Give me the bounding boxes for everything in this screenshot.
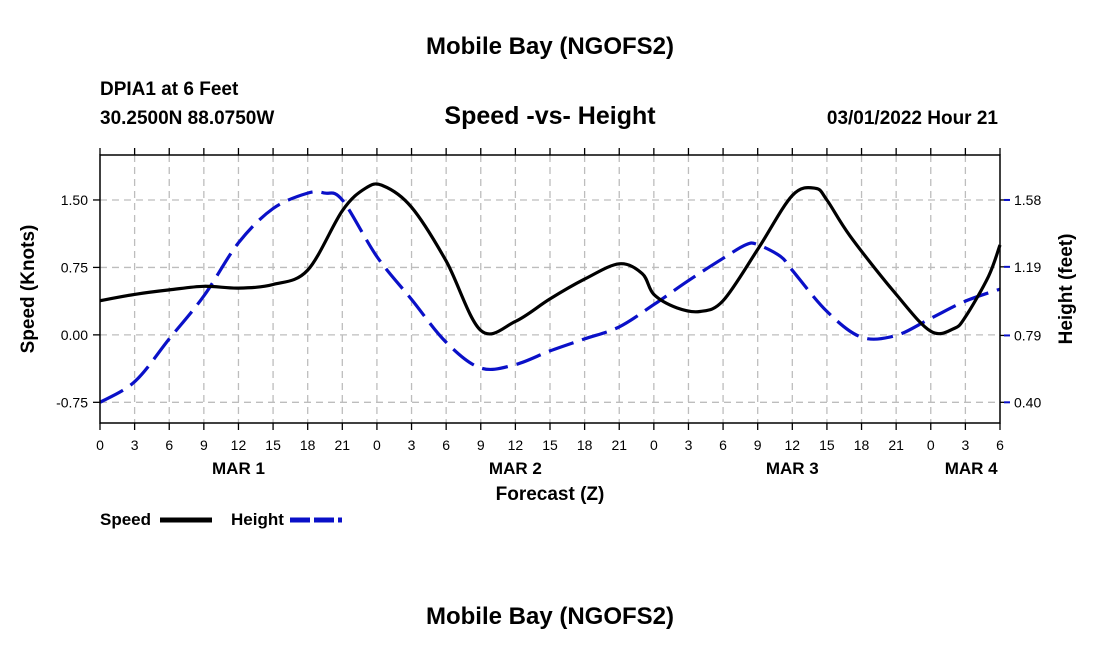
y-axis-left-label: Speed (Knots) <box>18 225 39 354</box>
series-layer <box>99 182 1002 404</box>
tick-layer: 0 3 6 9 12 15 18 21 0 3 6 9 12 15 18 21 0 3 6 9 12 15 18 21 0 3 6 M… <box>56 148 1041 478</box>
legend: Speed Height <box>100 510 342 529</box>
y-left-tick-label: -0.75 <box>56 394 88 410</box>
day-label: MAR 2 <box>489 459 542 478</box>
speed-series-line <box>99 182 1002 336</box>
x-tick-label: 21 <box>611 437 627 453</box>
chart-title: Speed -vs- Height <box>444 102 656 130</box>
x-tick-label: 3 <box>408 437 416 453</box>
x-tick-label: 18 <box>854 437 870 453</box>
y-right-tick-label: 1.58 <box>1014 192 1041 208</box>
x-tick-label: 3 <box>685 437 693 453</box>
coords-label: 30.2500N 88.0750W <box>100 108 274 129</box>
x-tick-label: 15 <box>819 437 835 453</box>
y-axis-right-label: Height (feet) <box>1056 234 1077 345</box>
station-label: DPIA1 at 6 Feet <box>100 79 239 100</box>
x-tick-label: 0 <box>650 437 658 453</box>
y-left-tick-label: 0.75 <box>61 259 88 275</box>
x-tick-label: 3 <box>961 437 969 453</box>
footer-title: Mobile Bay (NGOFS2) <box>426 603 674 630</box>
x-tick-label: 0 <box>927 437 935 453</box>
page-title: Mobile Bay (NGOFS2) <box>426 33 674 60</box>
date-hour-label: 03/01/2022 Hour 21 <box>827 108 999 129</box>
x-tick-label: 0 <box>373 437 381 453</box>
day-label: MAR 1 <box>212 459 265 478</box>
y-right-tick-label: 1.19 <box>1014 259 1041 275</box>
x-tick-label: 9 <box>200 437 208 453</box>
x-tick-label: 6 <box>165 437 173 453</box>
y-right-tick-label: 0.40 <box>1014 394 1041 410</box>
x-tick-label: 18 <box>577 437 593 453</box>
x-tick-label: 12 <box>508 437 524 453</box>
x-tick-label: 9 <box>477 437 485 453</box>
legend-speed-label: Speed <box>100 510 151 529</box>
legend-height-label: Height <box>231 510 284 529</box>
x-axis-label: Forecast (Z) <box>496 484 605 505</box>
x-tick-label: 21 <box>335 437 351 453</box>
x-tick-label: 9 <box>754 437 762 453</box>
x-tick-label: 6 <box>719 437 727 453</box>
x-tick-label: 12 <box>231 437 247 453</box>
x-tick-label: 12 <box>785 437 801 453</box>
y-left-tick-label: 0.00 <box>61 327 88 343</box>
day-label: MAR 3 <box>766 459 819 478</box>
x-tick-label: 18 <box>300 437 316 453</box>
y-right-tick-label: 0.79 <box>1014 327 1041 343</box>
x-tick-label: 15 <box>542 437 558 453</box>
x-tick-label: 6 <box>996 437 1004 453</box>
x-tick-label: 0 <box>96 437 104 453</box>
x-tick-label: 15 <box>265 437 281 453</box>
height-series-line <box>99 190 1001 404</box>
x-tick-label: 3 <box>131 437 139 453</box>
x-tick-label: 6 <box>442 437 450 453</box>
y-left-tick-label: 1.50 <box>61 192 88 208</box>
x-tick-label: 21 <box>888 437 904 453</box>
day-label: MAR 4 <box>945 459 998 478</box>
